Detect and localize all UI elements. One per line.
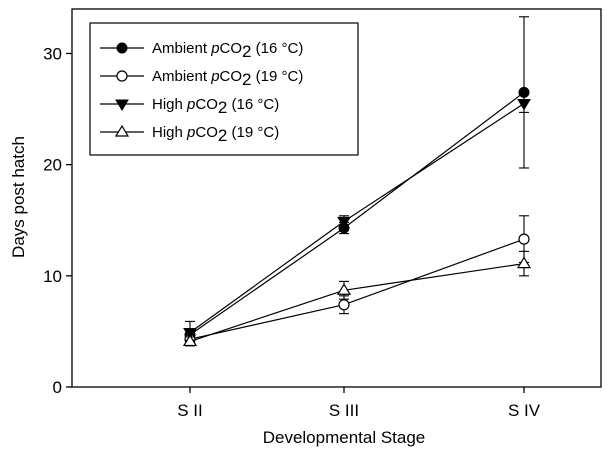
data-point-1-2: [518, 233, 530, 245]
data-point-2-0: [183, 328, 197, 340]
x-tick-label-2: S IV: [508, 401, 541, 420]
series-2: [183, 94, 531, 341]
x-tick-label-0: S II: [177, 401, 203, 420]
data-point-2-1: [337, 216, 351, 229]
data-point-3-0: [182, 334, 198, 347]
y-axis-title: Days post hatch: [9, 136, 28, 258]
legend-label-0: Ambient pCO2 (16 °C): [152, 40, 303, 61]
legend: Ambient pCO2 (16 °C) Ambient pCO2 (19 °C)…: [89, 22, 359, 156]
x-tick-label-1: S III: [329, 401, 359, 420]
legend-entry-2: High pCO2 (16 °C): [100, 96, 279, 117]
y-tick-label-2: 20: [43, 156, 62, 175]
legend-box: [89, 22, 359, 156]
legend-marker-0: [116, 42, 128, 54]
series-line-3: [189, 263, 525, 342]
series-3: [182, 250, 532, 347]
plot-border: [71, 8, 602, 388]
x-axis: S II S III S IV: [177, 387, 541, 420]
y-tick-label-0: 0: [53, 378, 62, 397]
legend-label-1: Ambient pCO2 (19 °C): [152, 68, 303, 89]
legend-entry-1: Ambient pCO2 (19 °C): [100, 68, 303, 89]
data-point-2-2: [517, 99, 531, 111]
y-tick-label-3: 30: [43, 44, 62, 63]
legend-label-3: High pCO2 (19 °C): [152, 124, 279, 145]
y-tick-label-1: 10: [43, 267, 62, 286]
legend-label-2: High pCO2 (16 °C): [152, 96, 279, 117]
x-axis-title: Developmental Stage: [263, 428, 426, 447]
plot-frame: [71, 8, 602, 388]
data-point-1-1: [338, 299, 350, 311]
data-point-3-2: [516, 256, 532, 269]
data-point-3-1: [336, 283, 352, 295]
y-axis: 0 10 20 30: [43, 44, 72, 397]
legend-marker-1: [116, 70, 128, 82]
legend-marker-3: [114, 124, 130, 137]
series-layer: [182, 16, 532, 347]
legend-marker-2: [115, 99, 129, 111]
legend-entry-3: High pCO2 (19 °C): [100, 124, 279, 145]
series-1: [184, 215, 530, 345]
legend-entry-0: Ambient pCO2 (16 °C): [100, 40, 303, 61]
